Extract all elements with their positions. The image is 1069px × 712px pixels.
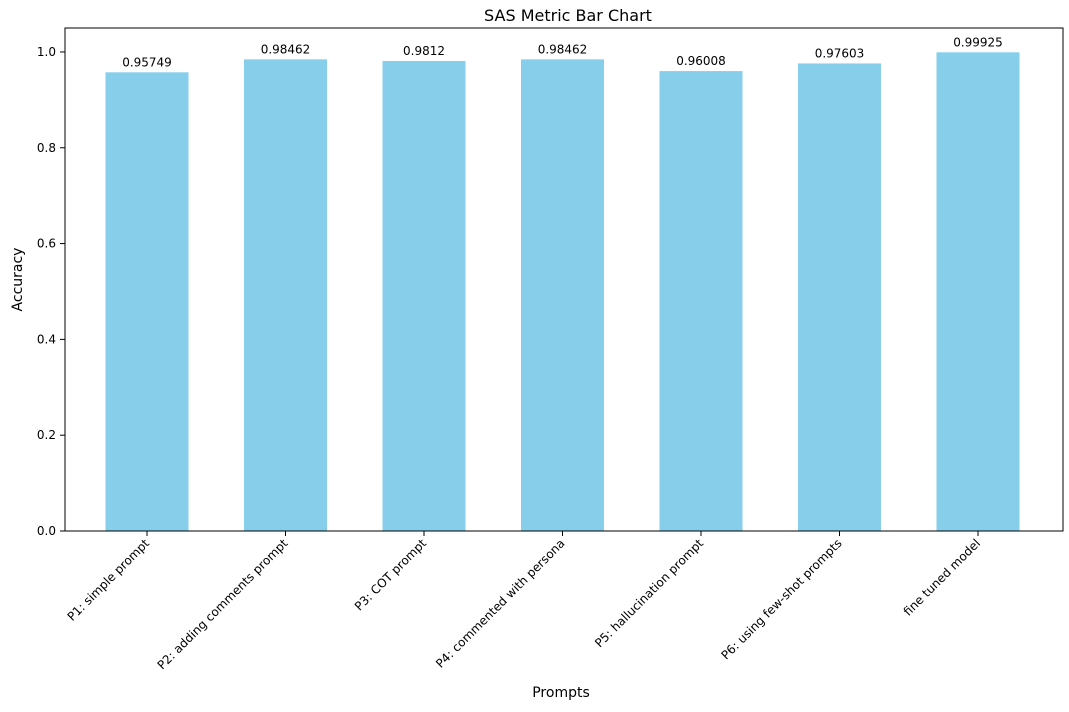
x-axis-ticks: P1: simple prompt P2: adding comments pro…: [65, 531, 983, 672]
x-tick-label: P6: using few-shot prompts: [719, 536, 845, 662]
bar: [936, 52, 1020, 531]
plot-area-frame: [64, 27, 1064, 532]
y-tick-label: 0.2: [37, 428, 56, 442]
bar-value-label: 0.98462: [261, 42, 311, 56]
bar: [105, 72, 189, 531]
x-tick-label: P2: adding comments prompt: [155, 536, 291, 672]
y-axis-ticks: 0.0 0.2 0.4 0.6 0.8 1.0: [37, 45, 65, 538]
x-tick-label: fine tuned model: [901, 536, 983, 618]
bar: [244, 59, 327, 532]
y-tick-label: 0.8: [37, 141, 56, 155]
y-tick-label: 0.6: [37, 237, 56, 251]
bar: [798, 63, 881, 532]
chart-title: SAS Metric Bar Chart: [484, 6, 652, 25]
bars-group: [105, 52, 1020, 532]
bar: [521, 59, 604, 532]
y-axis-label: Accuracy: [10, 248, 26, 312]
bar: [382, 60, 466, 532]
bar: [659, 71, 743, 531]
bar-value-label: 0.96008: [676, 54, 726, 68]
x-tick-label: P1: simple prompt: [65, 536, 153, 624]
x-tick-label: P5: hallucination prompt: [592, 536, 706, 650]
bar-value-label: 0.95749: [122, 55, 172, 69]
y-tick-label: 0.4: [37, 332, 56, 346]
bar-value-label: 0.99925: [953, 35, 1003, 49]
x-tick-label: P4: commented with persona: [433, 536, 568, 671]
bar-value-label: 0.97603: [815, 46, 865, 60]
bar-value-label: 0.98462: [538, 42, 588, 56]
bar-value-label: 0.9812: [403, 44, 445, 58]
x-axis-label: Prompts: [532, 685, 590, 701]
y-tick-label: 0.0: [37, 524, 56, 538]
y-tick-label: 1.0: [37, 45, 56, 59]
x-tick-label: P3: COT prompt: [352, 536, 430, 614]
bar-value-labels: 0.95749 0.98462 0.9812 0.98462 0.96008 0.9760…: [122, 35, 1003, 69]
